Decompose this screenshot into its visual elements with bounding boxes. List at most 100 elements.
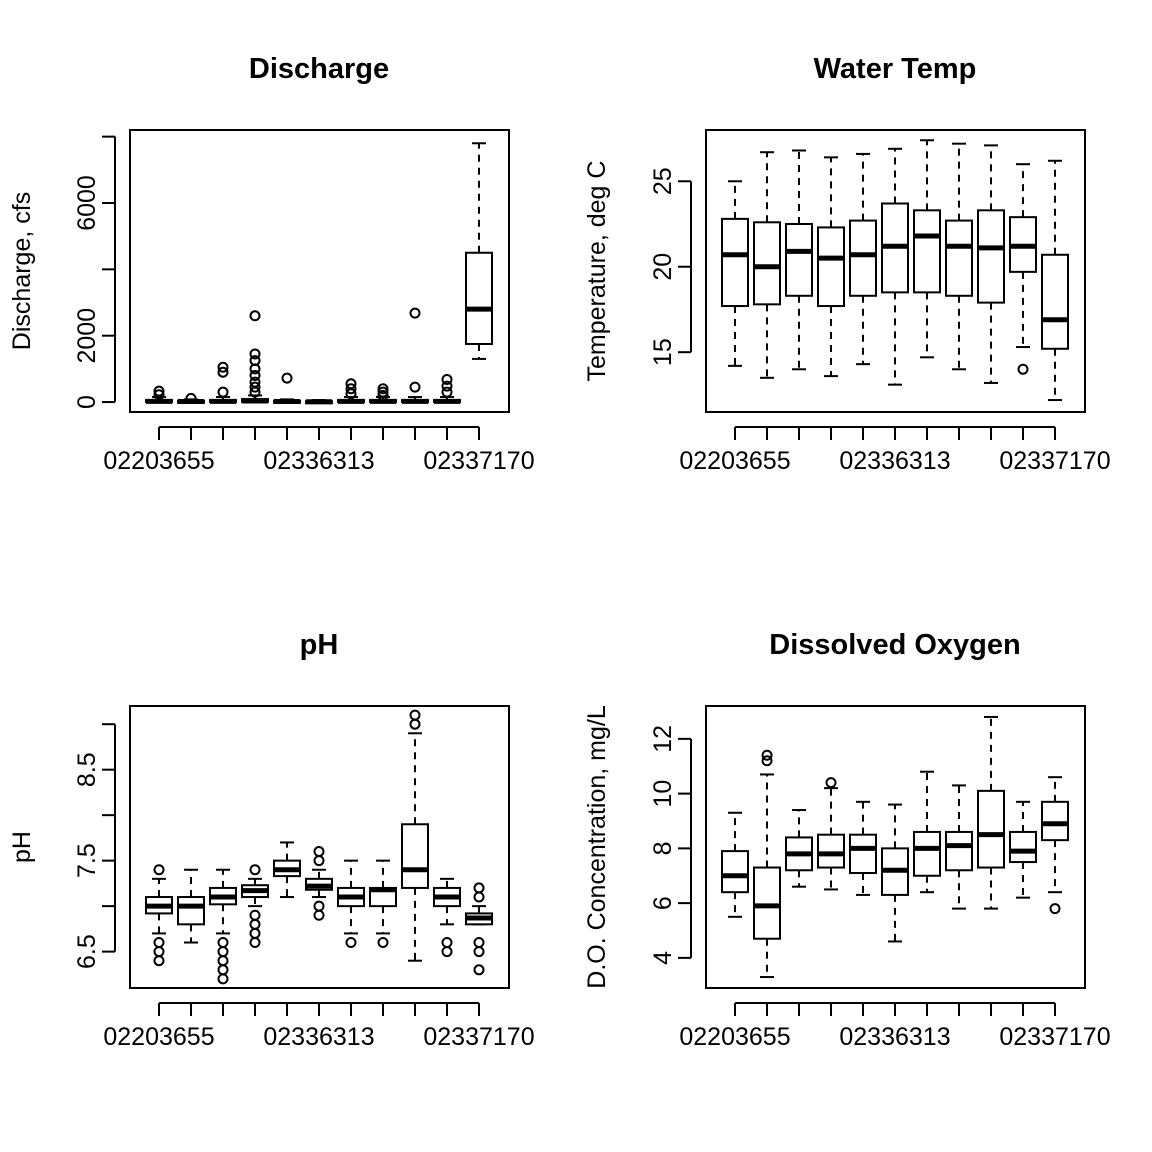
box-9 <box>401 709 429 962</box>
box-11 <box>465 882 493 976</box>
box-5 <box>273 372 301 405</box>
box-4 <box>817 777 845 891</box>
box-2 <box>753 749 781 979</box>
box-7 <box>913 139 941 359</box>
box-5 <box>273 841 301 899</box>
outlier-point <box>249 909 261 921</box>
outlier-point <box>281 372 293 384</box>
box-6 <box>881 803 909 943</box>
box-11 <box>1041 776 1069 915</box>
y-axis-label: D.O. Concentration, mg/L <box>583 705 611 989</box>
box-iqr <box>177 896 205 926</box>
x-tick-label: 02337170 <box>423 1023 534 1051</box>
box-1 <box>721 811 749 918</box>
outlier-point <box>441 386 453 398</box>
outlier-point <box>377 383 389 395</box>
plot-frame <box>705 129 1086 413</box>
outlier-point <box>441 937 453 949</box>
outlier-point <box>345 378 357 390</box>
outlier-point <box>345 937 357 949</box>
outlier-point <box>217 946 229 958</box>
box-iqr <box>721 217 749 308</box>
box-3 <box>209 361 237 404</box>
outlier-point <box>345 383 357 395</box>
outlier-point <box>313 900 325 912</box>
outlier-point <box>441 946 453 958</box>
box-iqr <box>977 789 1005 869</box>
box-2 <box>177 868 205 944</box>
x-tick-label: 02203655 <box>103 447 214 475</box>
y-tick-label: 25 <box>649 167 677 195</box>
chart-panel-2: Water Temp Temperature, deg C 15 20 25 022036… <box>583 53 1111 475</box>
box-9 <box>977 715 1005 910</box>
y-tick-label: 4 <box>649 951 677 965</box>
y-axis-label: Temperature, deg C <box>583 161 611 382</box>
chart-panel-1: Discharge Discharge, cfs 0 2000 6000 02203655… <box>8 53 535 475</box>
outlier-point <box>217 964 229 976</box>
box-7 <box>337 859 365 949</box>
box-6 <box>305 846 333 921</box>
outlier-point <box>217 361 229 373</box>
plot-frame <box>129 129 510 413</box>
outlier-point <box>441 373 453 385</box>
box-iqr <box>977 209 1005 304</box>
outlier-point <box>473 964 485 976</box>
outlier-point <box>761 749 773 761</box>
plot-frame <box>129 705 510 989</box>
outlier-point <box>249 937 261 949</box>
y-tick-label: 12 <box>649 725 677 753</box>
y-tick-label: 10 <box>649 780 677 808</box>
outlier-point <box>153 946 165 958</box>
outlier-point <box>473 946 485 958</box>
box-3 <box>785 149 813 371</box>
outlier-point <box>249 918 261 930</box>
outlier-point <box>153 385 165 397</box>
box-4 <box>817 156 845 378</box>
outlier-point <box>441 380 453 392</box>
outlier-point <box>473 937 485 949</box>
x-tick-label: 02336313 <box>263 1023 374 1051</box>
y-tick-label: 6 <box>649 896 677 910</box>
box-iqr <box>913 830 941 877</box>
outlier-point <box>217 973 229 985</box>
x-tick-label: 02336313 <box>839 1023 950 1051</box>
x-tick-label: 02203655 <box>679 447 790 475</box>
box-9 <box>977 144 1005 384</box>
box-iqr <box>465 251 493 345</box>
chart-title: Dissolved Oxygen <box>769 629 1020 661</box>
box-iqr <box>817 833 845 869</box>
box-10 <box>433 373 461 404</box>
box-6 <box>881 147 909 386</box>
outlier-point <box>409 718 421 730</box>
x-tick-label: 02337170 <box>999 1023 1110 1051</box>
outlier-point <box>761 755 773 767</box>
outlier-point <box>409 381 421 393</box>
outlier-point <box>185 392 197 404</box>
box-iqr <box>913 209 941 294</box>
box-5 <box>849 152 877 366</box>
y-tick-label: 8.5 <box>73 752 101 787</box>
box-2 <box>753 151 781 379</box>
outlier-point <box>249 376 261 388</box>
box-iqr <box>849 833 877 875</box>
y-tick-label: 2000 <box>73 308 101 364</box>
box-iqr <box>849 219 877 297</box>
y-axis-label: pH <box>8 831 36 863</box>
outlier-point <box>217 366 229 378</box>
outlier-point <box>153 864 165 876</box>
chart-title: Water Temp <box>814 53 977 85</box>
outlier-point <box>153 937 165 949</box>
box-4 <box>241 310 269 404</box>
outlier-point <box>313 855 325 867</box>
outlier-point <box>1017 363 1029 375</box>
y-tick-label: 6.5 <box>73 934 101 969</box>
y-tick-label: 15 <box>649 338 677 366</box>
box-6 <box>305 399 333 405</box>
outlier-point <box>473 891 485 903</box>
box-iqr <box>401 823 429 889</box>
outlier-point <box>409 307 421 319</box>
outlier-point <box>377 386 389 398</box>
box-9 <box>401 307 429 404</box>
box-8 <box>369 383 397 404</box>
